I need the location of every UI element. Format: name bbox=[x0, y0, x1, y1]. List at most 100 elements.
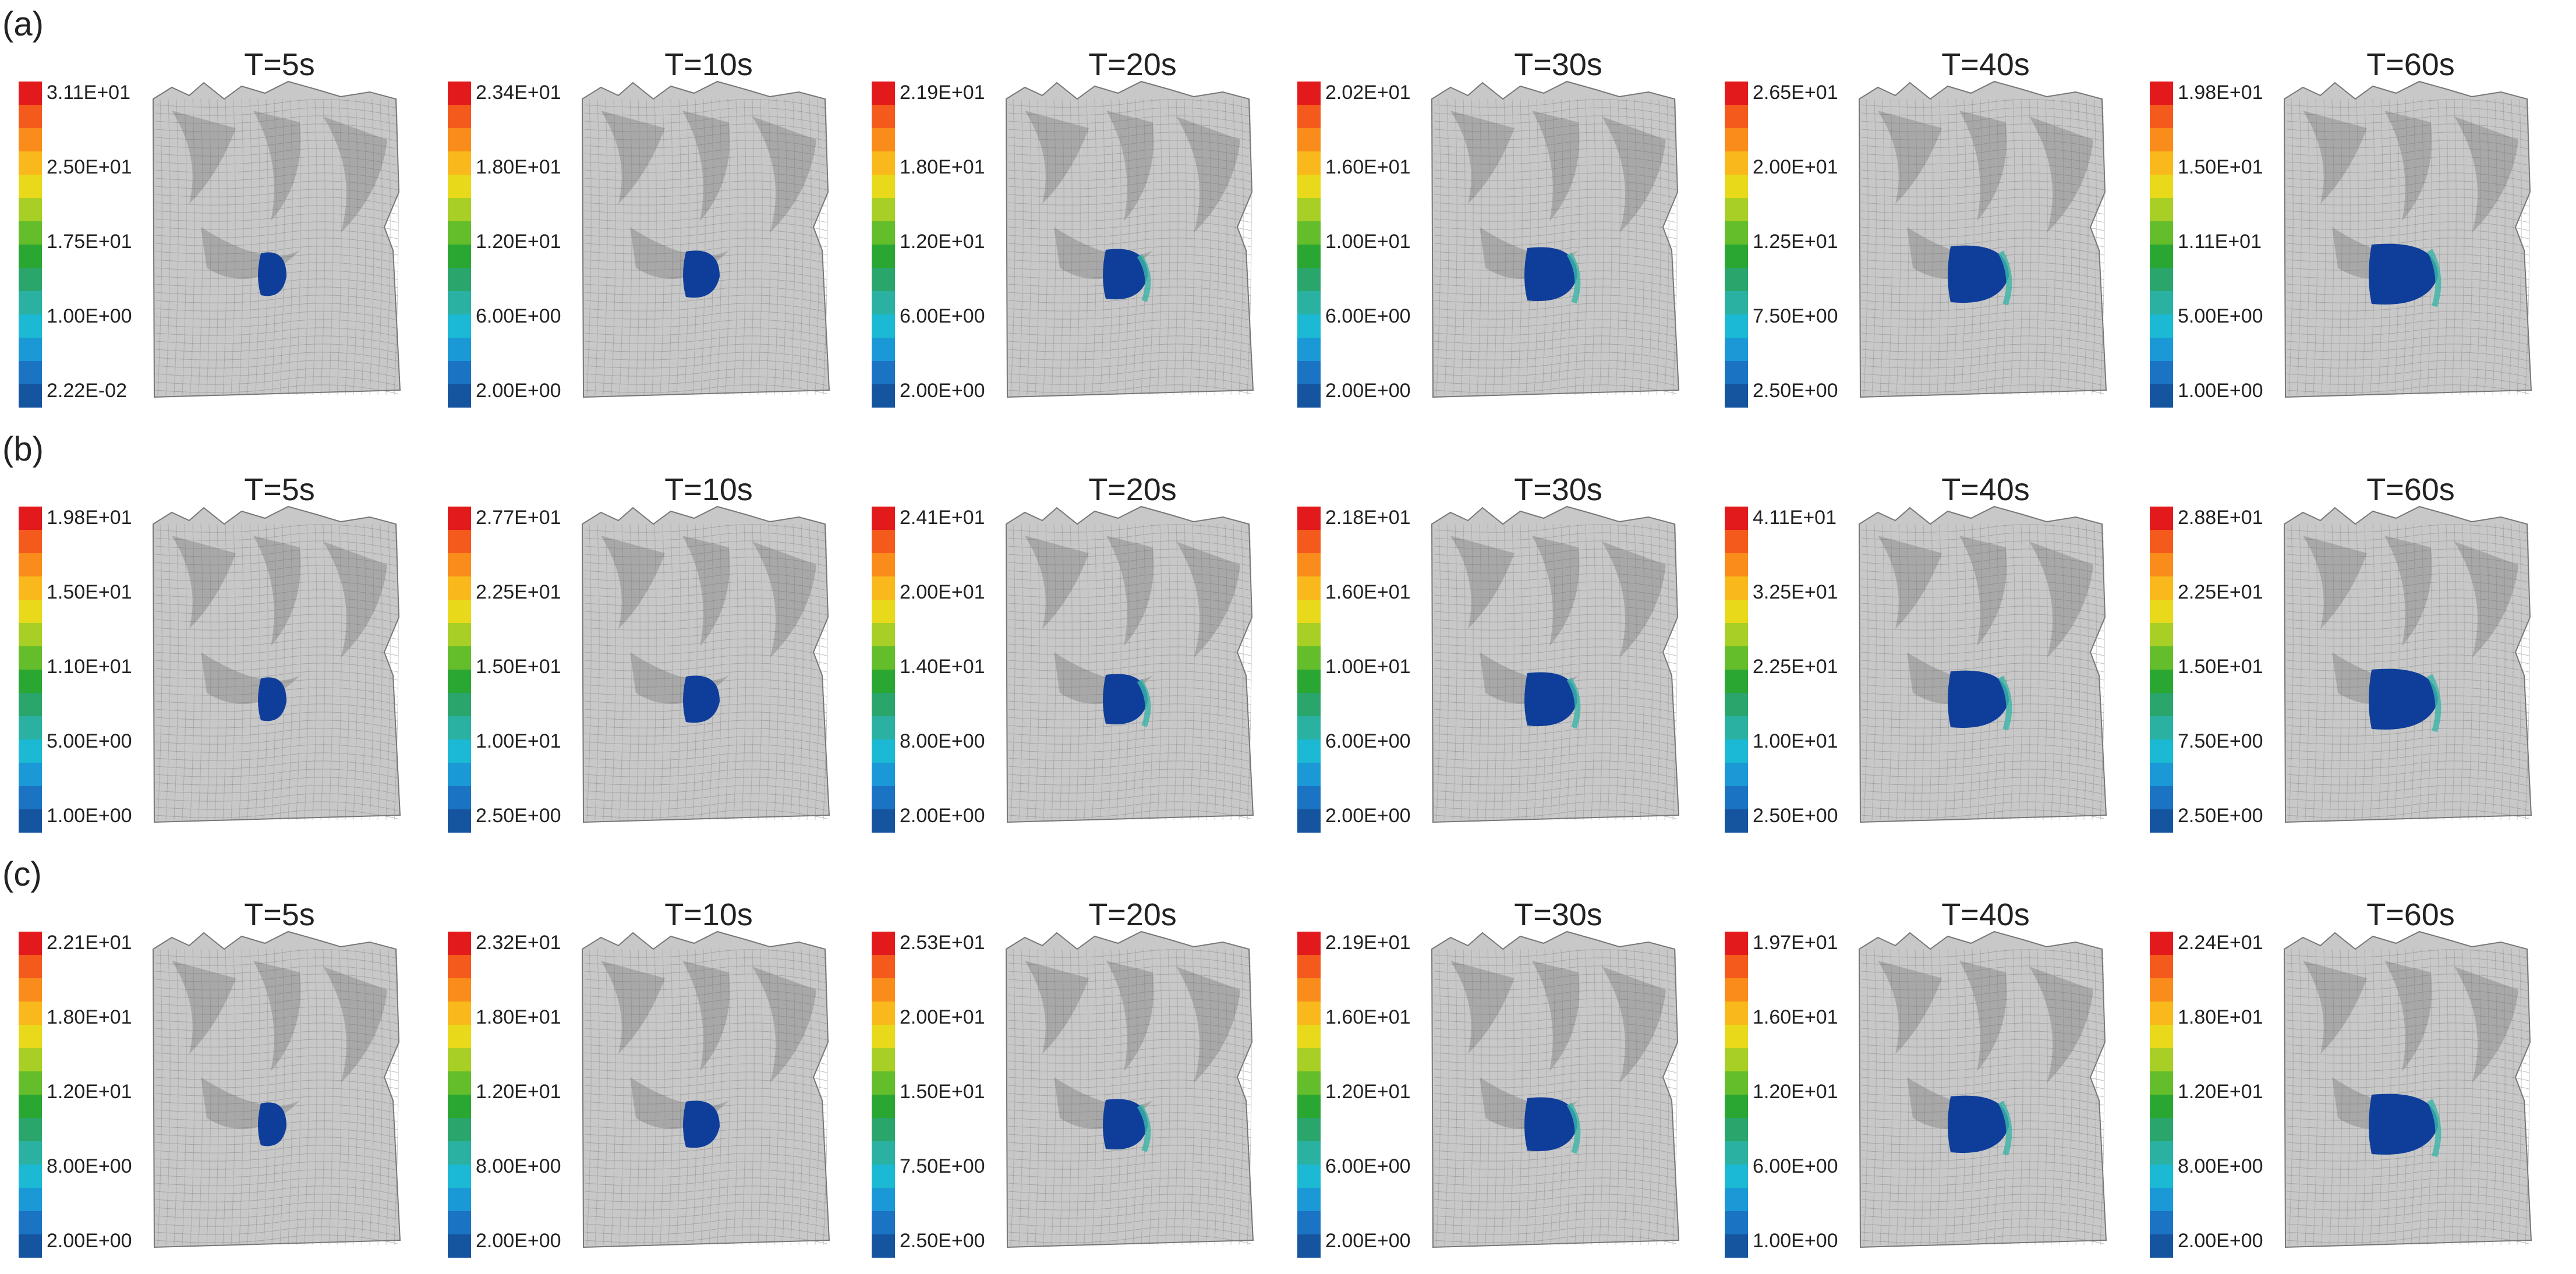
mesh-line bbox=[2286, 630, 2529, 640]
mesh-line bbox=[2286, 368, 2529, 378]
mesh-line bbox=[1945, 523, 1950, 820]
mesh-line bbox=[1008, 1194, 1251, 1204]
colorbar bbox=[1725, 507, 1748, 833]
mesh-line bbox=[182, 949, 187, 1245]
colorbar-swatch bbox=[1725, 82, 1748, 105]
mesh-line bbox=[2018, 523, 2023, 820]
mesh-line bbox=[155, 140, 398, 150]
colorbar-tick-label: 1.20E+01 bbox=[476, 231, 561, 253]
valley-shade bbox=[172, 536, 236, 629]
mesh-line bbox=[2286, 622, 2529, 632]
mesh-line bbox=[2286, 957, 2529, 967]
mesh-line bbox=[1008, 319, 1251, 329]
mesh-line bbox=[1008, 638, 1251, 648]
colorbar-swatch bbox=[1725, 553, 1748, 576]
mesh-line bbox=[1434, 1047, 1677, 1057]
mesh-line bbox=[2286, 785, 2529, 795]
mesh-line bbox=[1493, 98, 1498, 395]
colorbar-swatch bbox=[872, 932, 895, 955]
mesh-line bbox=[584, 1202, 827, 1212]
terrain-panel bbox=[578, 501, 834, 830]
colorbar-tick-label: 1.00E+00 bbox=[47, 805, 132, 827]
mesh-line bbox=[182, 523, 187, 820]
wave-patch bbox=[683, 1100, 720, 1148]
mesh-line bbox=[584, 671, 827, 681]
terrain-panel bbox=[1427, 501, 1683, 830]
terrain-surface bbox=[1858, 930, 2107, 1248]
mesh-line bbox=[1861, 1210, 2104, 1220]
mesh-line bbox=[1434, 998, 1677, 1008]
colorbar-swatch bbox=[19, 670, 42, 693]
mesh-line bbox=[1861, 736, 2104, 746]
mesh-line bbox=[741, 949, 746, 1245]
colorbar bbox=[19, 507, 42, 833]
colorbar-swatch bbox=[872, 198, 895, 221]
colorbar-tick-label: 1.60E+01 bbox=[1325, 156, 1411, 178]
valley-shade bbox=[1025, 111, 1089, 204]
mesh-line bbox=[1008, 1088, 1251, 1098]
mesh-line bbox=[1656, 98, 1661, 395]
mesh-line bbox=[2051, 98, 2056, 395]
colorbar-tick-label: 1.10E+01 bbox=[47, 656, 132, 678]
colorbar-swatch bbox=[872, 1071, 895, 1095]
mesh-line bbox=[155, 246, 398, 256]
mesh-line bbox=[1861, 957, 2104, 967]
colorbar-swatch bbox=[448, 1048, 471, 1071]
mesh-line bbox=[584, 728, 827, 738]
colorbar-swatch bbox=[448, 221, 471, 245]
colorbar-swatch bbox=[19, 1071, 42, 1095]
wave-fringe bbox=[1998, 1100, 2012, 1156]
mesh-line bbox=[271, 949, 277, 1245]
mesh-line bbox=[584, 156, 827, 166]
colorbar-swatch bbox=[19, 693, 42, 716]
mesh-line bbox=[1108, 523, 1113, 820]
colorbar-swatch bbox=[1297, 1234, 1321, 1258]
colorbar bbox=[872, 932, 895, 1258]
mesh-line bbox=[1008, 344, 1251, 353]
mesh-line bbox=[1434, 1153, 1677, 1163]
colorbar-swatch bbox=[448, 1188, 471, 1211]
mesh-line bbox=[1444, 949, 1449, 1245]
colorbar-tick-label: 1.80E+01 bbox=[476, 1006, 561, 1028]
valley-shade bbox=[1532, 111, 1580, 221]
mesh-line bbox=[627, 949, 632, 1245]
mesh-line bbox=[1861, 181, 2104, 190]
mesh-line bbox=[1092, 949, 1097, 1245]
mesh-line bbox=[1141, 98, 1146, 395]
mesh-line bbox=[1008, 156, 1251, 166]
mesh-line bbox=[2427, 949, 2432, 1245]
mesh-line bbox=[2286, 801, 2529, 811]
mesh-line bbox=[584, 319, 827, 329]
mesh-line bbox=[1198, 949, 1203, 1245]
mesh-line bbox=[584, 1006, 827, 1016]
colorbar-swatch bbox=[2150, 82, 2173, 105]
mesh-line bbox=[766, 949, 771, 1245]
colorbar-swatch bbox=[872, 175, 895, 198]
mesh-line bbox=[1008, 1145, 1251, 1155]
colorbar-swatch bbox=[448, 1001, 471, 1025]
colorbar-tick-label: 3.11E+01 bbox=[47, 82, 131, 104]
mesh-line bbox=[584, 1014, 827, 1024]
mesh-line bbox=[2286, 581, 2529, 591]
mesh-line bbox=[1108, 949, 1113, 1245]
mesh-line bbox=[1008, 1047, 1251, 1057]
mesh-line bbox=[584, 1234, 827, 1244]
mesh-line bbox=[1460, 949, 1466, 1245]
mesh-line bbox=[584, 548, 827, 558]
mesh-line bbox=[1434, 115, 1677, 125]
mesh-line bbox=[198, 949, 203, 1245]
mesh-line bbox=[1434, 1071, 1677, 1081]
colorbar-swatch bbox=[448, 105, 471, 128]
mesh-line bbox=[584, 197, 827, 207]
mesh-line bbox=[1880, 949, 1885, 1245]
mesh-line bbox=[155, 524, 398, 534]
mesh-line bbox=[312, 98, 317, 395]
mesh-line bbox=[1664, 949, 1669, 1245]
colorbar-swatch bbox=[448, 507, 471, 530]
panel-time-label: T=30s bbox=[1514, 47, 1602, 82]
colorbar-tick-label: 2.25E+01 bbox=[2178, 581, 2263, 603]
mesh-line bbox=[668, 523, 673, 820]
mesh-line bbox=[1994, 98, 1999, 395]
colorbar-swatch bbox=[1297, 576, 1321, 600]
mesh-line bbox=[1861, 573, 2104, 583]
